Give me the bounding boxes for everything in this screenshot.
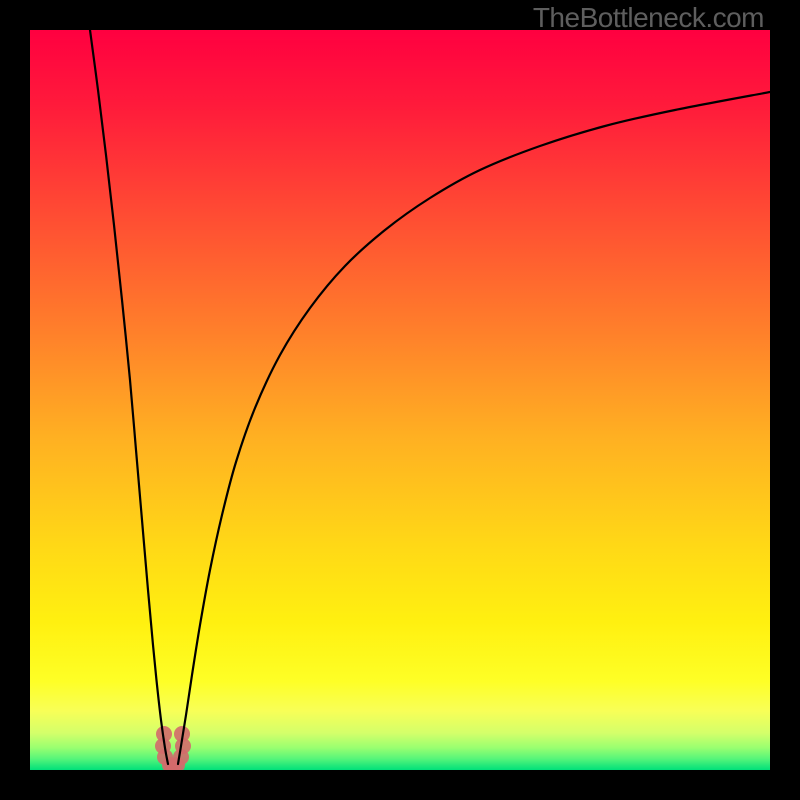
watermark-text: TheBottleneck.com bbox=[533, 2, 764, 34]
border-bottom bbox=[0, 770, 800, 800]
border-left bbox=[0, 0, 30, 800]
chart-frame: TheBottleneck.com bbox=[0, 0, 800, 800]
plot-area bbox=[30, 30, 770, 770]
plot-svg bbox=[30, 30, 770, 770]
border-right bbox=[770, 0, 800, 800]
gradient-background bbox=[30, 30, 770, 770]
